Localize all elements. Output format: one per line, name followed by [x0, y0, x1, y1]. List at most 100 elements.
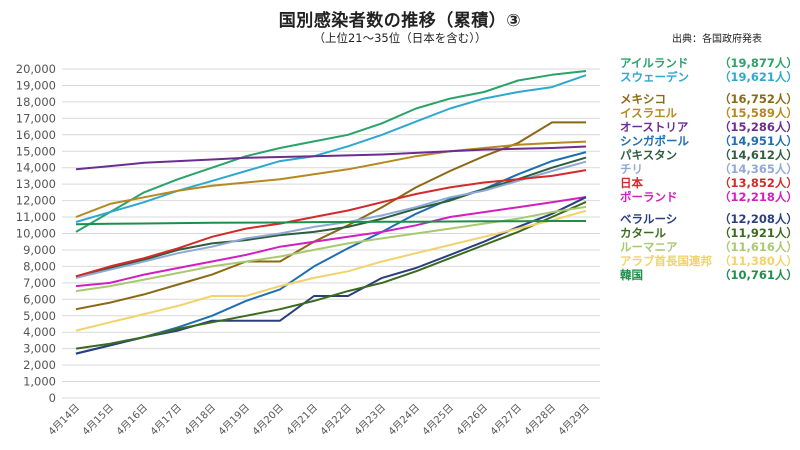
x-tick-label: 4月29日: [556, 402, 592, 438]
x-tick-label: 4月22日: [318, 402, 354, 438]
series-line: [75, 145, 587, 171]
legend-entry: イスラエル （15,589人）: [614, 106, 800, 120]
y-tick-label: 11,000: [16, 210, 56, 224]
legend-entry: パキスタン （14,612人）: [614, 148, 800, 162]
x-axis: 4月14日4月15日4月16日4月17日4月18日4月19日4月20日4月21日…: [46, 402, 592, 438]
legend-entry: メキシコ （16,752人）: [614, 92, 800, 106]
legend-label: メキシコ: [620, 92, 666, 106]
series-line: [75, 196, 587, 288]
chart-subtitle: （上位21〜35位（日本を含む））: [313, 31, 487, 45]
legend-value: （11,380人）: [719, 254, 798, 268]
legend-label: アラブ首長国連邦: [620, 254, 712, 268]
x-tick-label: 4月18日: [182, 402, 218, 438]
legend-value: （14,612人）: [719, 148, 798, 162]
y-tick-label: 20,000: [16, 62, 56, 76]
y-tick-label: 6,000: [23, 292, 56, 306]
legend-entry: チリ （14,365人）: [614, 162, 800, 176]
legend-entry: ベラルーシ （12,208人）: [614, 212, 800, 226]
series-line: [75, 74, 587, 223]
series-line: [75, 140, 587, 218]
y-tick-label: 13,000: [16, 177, 56, 191]
x-tick-label: 4月25日: [420, 402, 456, 438]
y-tick-label: 3,000: [23, 342, 56, 356]
x-tick-label: 4月26日: [454, 402, 490, 438]
legend-label: スウェーデン: [620, 70, 689, 84]
legend-entry: 日本 （13,852人）: [614, 176, 800, 190]
legend-label: シンガポール: [620, 134, 689, 148]
series-line: [75, 200, 587, 350]
legend-label: イスラエル: [620, 106, 678, 120]
legend-value: （13,852人）: [719, 176, 798, 190]
legend-value: （12,208人）: [719, 212, 798, 226]
y-tick-label: 12,000: [16, 194, 56, 208]
legend-value: （19,621人）: [719, 70, 798, 84]
chart-title: 国別感染者数の推移（累積）③: [278, 11, 522, 31]
legend-value: （19,877人）: [719, 56, 798, 70]
source-note: 出典：各国政府発表: [672, 34, 762, 45]
legend-label: ルーマニア: [620, 240, 678, 254]
legend-value: （14,951人）: [719, 134, 798, 148]
legend-value: （14,365人）: [719, 162, 798, 176]
legend-entry: ルーマニア （11,616人）: [614, 240, 800, 254]
y-tick-label: 17,000: [16, 111, 56, 125]
series-line: [75, 156, 587, 278]
y-tick-label: 10,000: [16, 227, 56, 241]
legend-entry: ポーランド （12,218人）: [614, 190, 800, 204]
x-tick-label: 4月27日: [488, 402, 524, 438]
legend-entry: 韓国 （10,761人）: [614, 268, 800, 282]
legend-label: オーストリア: [620, 120, 689, 134]
legend-entry: カタール （11,921人）: [614, 226, 800, 240]
x-tick-label: 4月20日: [250, 402, 286, 438]
x-tick-label: 4月16日: [114, 402, 150, 438]
series-line: [75, 169, 587, 278]
x-tick-label: 4月14日: [46, 402, 82, 438]
legend-value: （12,218人）: [719, 190, 798, 204]
legend-entry: シンガポール （14,951人）: [614, 134, 800, 148]
x-tick-label: 4月23日: [352, 402, 388, 438]
y-tick-label: 9,000: [23, 243, 56, 257]
legend-value: （15,589人）: [719, 106, 798, 120]
y-tick-label: 2,000: [23, 358, 56, 372]
x-tick-label: 4月15日: [80, 402, 116, 438]
legend-value: （10,761人）: [719, 268, 798, 282]
legend-entry: アイルランド （19,877人）: [614, 56, 800, 70]
y-tick-label: 7,000: [23, 276, 56, 290]
legend-label: アイルランド: [620, 56, 689, 70]
legend-label: 韓国: [620, 268, 643, 282]
legend-label: 日本: [620, 176, 643, 190]
series-line: [75, 220, 586, 226]
series-line: [75, 205, 587, 293]
legend-value: （15,286人）: [719, 120, 798, 134]
y-tick-label: 4,000: [23, 325, 56, 339]
legend-entry: オーストリア （15,286人）: [614, 120, 800, 134]
y-tick-label: 8,000: [23, 259, 56, 273]
y-tick-label: 14,000: [16, 161, 56, 175]
y-tick-label: 18,000: [16, 95, 56, 109]
legend-value: （16,752人）: [719, 92, 798, 106]
series-line: [75, 70, 587, 233]
legend-label: ベラルーシ: [620, 212, 678, 226]
y-tick-label: 0: [49, 391, 56, 405]
legend-label: カタール: [620, 226, 666, 240]
y-axis: 0 1,000 2,000 3,000 4,000 5,000 6,000 7,000 8,00…: [16, 62, 56, 405]
legend-value: （11,616人）: [719, 240, 798, 254]
legend-label: チリ: [620, 162, 643, 176]
series-line: [75, 209, 587, 332]
legend-entry: スウェーデン （19,621人）: [614, 70, 800, 84]
series-lines: [75, 70, 587, 355]
y-tick-label: 5,000: [23, 309, 56, 323]
legend-entry: アラブ首長国連邦 （11,380人）: [614, 254, 800, 268]
legend-label: パキスタン: [620, 148, 678, 162]
y-tick-label: 16,000: [16, 128, 56, 142]
series-line: [75, 160, 587, 279]
x-tick-label: 4月21日: [284, 402, 320, 438]
x-tick-label: 4月24日: [386, 402, 422, 438]
x-tick-label: 4月19日: [216, 402, 252, 438]
legend-value: （11,921人）: [719, 226, 798, 240]
y-tick-label: 1,000: [23, 375, 56, 389]
y-tick-label: 15,000: [16, 144, 56, 158]
x-tick-label: 4月28日: [522, 402, 558, 438]
y-tick-label: 19,000: [16, 78, 56, 92]
legend-label: ポーランド: [620, 190, 678, 204]
